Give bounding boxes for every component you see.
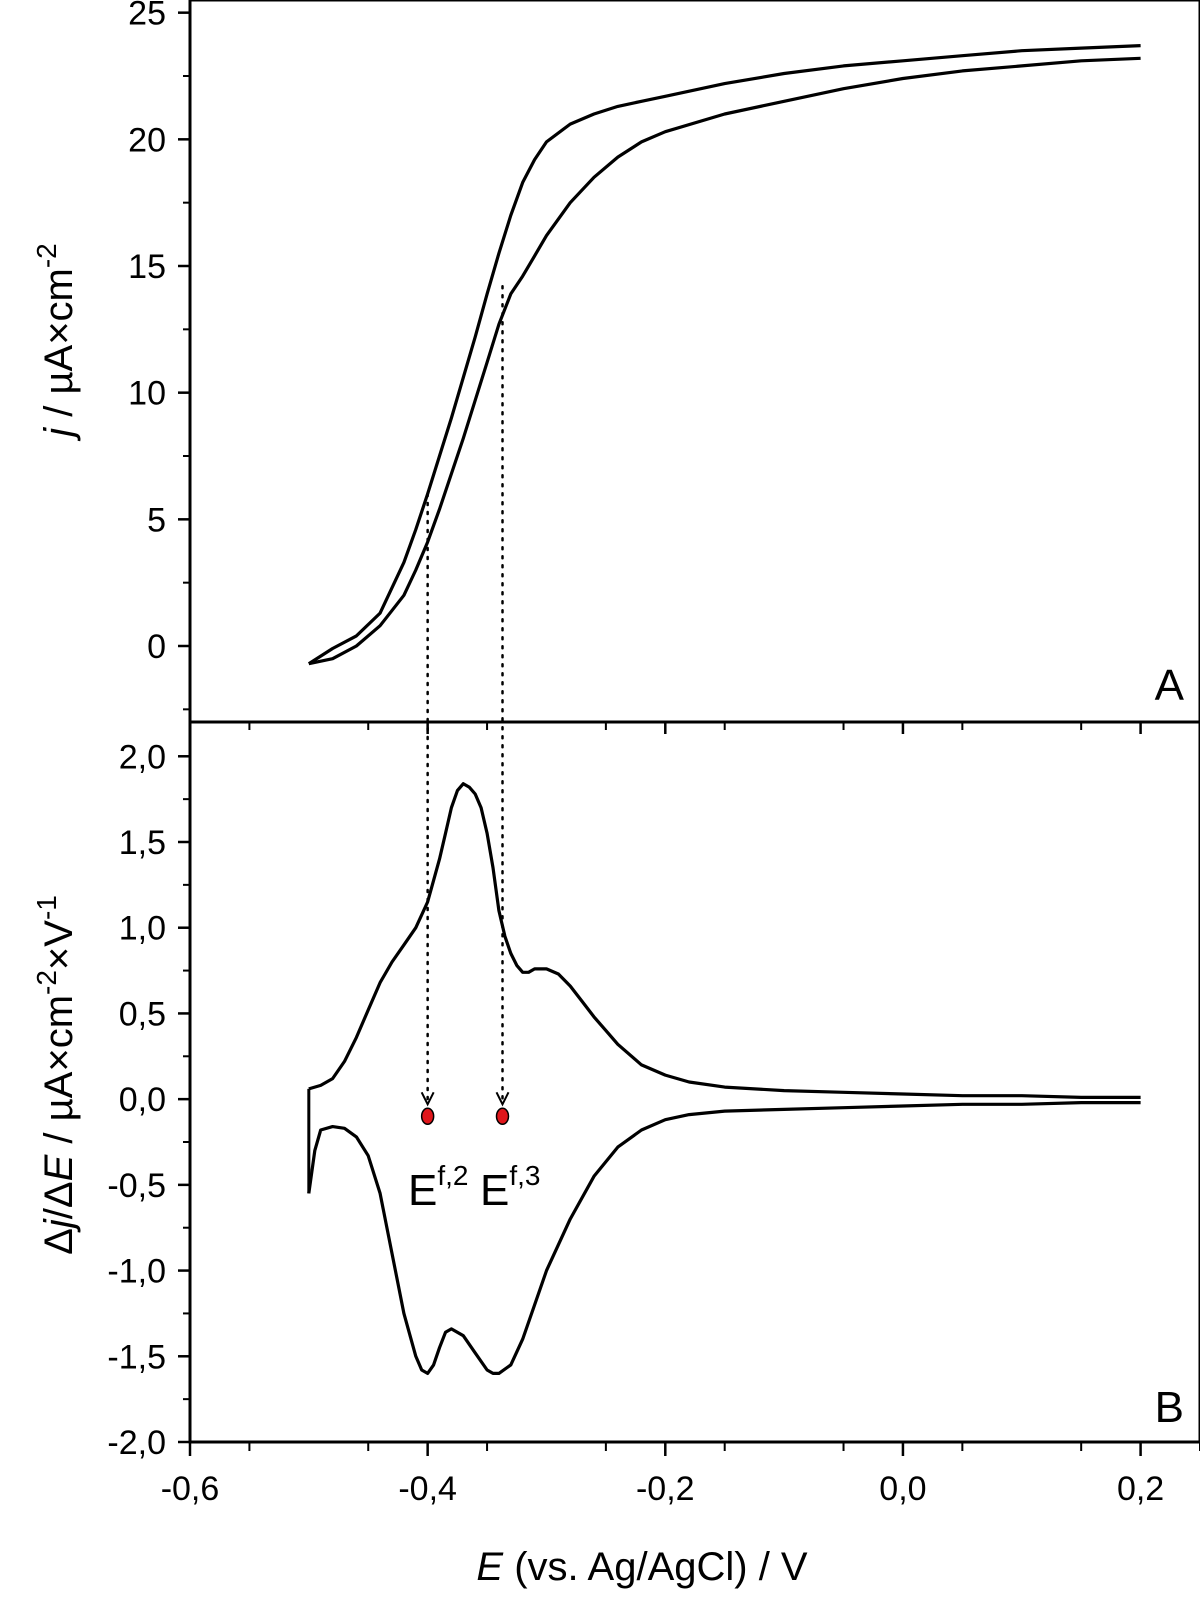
panel-a-ylabel: j / µA×cm-2	[31, 243, 81, 442]
panel-b-frame	[188, 720, 1200, 1444]
panel-b-ytick-labels: -2,0 -1,5 -1,0 -0,5 0,0 0,5 1,0 1,5 2,0	[107, 738, 166, 1462]
panel-b-ylabel: Δj/ΔE / µA×cm-2×V-1	[31, 895, 81, 1255]
y-tick-label: 10	[128, 375, 166, 413]
y-tick-label: 2,0	[119, 738, 166, 776]
arrowhead	[495, 1091, 510, 1107]
y-tick-label: 0	[147, 628, 166, 666]
y-tick-label: -2,0	[107, 1424, 166, 1462]
y-tick-label: 0,0	[119, 1081, 166, 1119]
arrowhead	[420, 1091, 435, 1107]
x-tick-label: -0,4	[398, 1470, 457, 1508]
y-tick-label: 5	[147, 501, 166, 539]
x-axis-label: E (vs. Ag/AgCl) / V	[476, 1545, 808, 1589]
panel-a-series-line	[308, 56, 1141, 666]
x-tick-label: 0,2	[1117, 1470, 1164, 1508]
panel-a-ytick-labels: 0 5 10 15 20 25	[128, 0, 166, 666]
x-tick-label: -0,2	[636, 1470, 695, 1508]
annotation-ef3: Ef,3	[480, 1160, 541, 1215]
panel-a-label: A	[1155, 661, 1185, 710]
formal-potential-marker	[495, 1107, 510, 1126]
y-tick-label: -1,0	[107, 1253, 166, 1291]
formal-potential-markers	[420, 1107, 510, 1126]
panel-b-label: B	[1155, 1383, 1184, 1432]
panel-b-curves	[307, 782, 1141, 1375]
panel-a-ticks	[178, 11, 190, 711]
y-tick-label: 25	[128, 0, 166, 33]
annotation-ef2: Ef,2	[408, 1160, 469, 1215]
panel-b-series-line	[307, 1101, 1141, 1375]
panel-a-curves	[307, 44, 1141, 666]
x-tick-label: 0,0	[879, 1470, 926, 1508]
y-tick-label: 20	[128, 121, 166, 159]
y-tick-label: 0,5	[119, 995, 166, 1033]
panel-b-series-line	[308, 782, 1141, 1099]
y-tick-label: 1,0	[119, 910, 166, 948]
y-tick-label: 15	[128, 248, 166, 286]
guide-lines	[420, 285, 510, 1107]
x-tick-label: -0,6	[161, 1470, 220, 1508]
panel-b-ticks	[178, 722, 1200, 1456]
y-tick-label: 1,5	[119, 824, 166, 862]
y-tick-label: -0,5	[107, 1167, 166, 1205]
panel-b-xtick-labels: -0,6 -0,4 -0,2 0,0 0,2	[161, 1470, 1165, 1508]
panel-a-series-line	[307, 44, 1141, 666]
y-tick-label: -1,5	[107, 1338, 166, 1376]
formal-potential-marker	[420, 1107, 435, 1126]
panel-a-frame	[188, 0, 1200, 724]
